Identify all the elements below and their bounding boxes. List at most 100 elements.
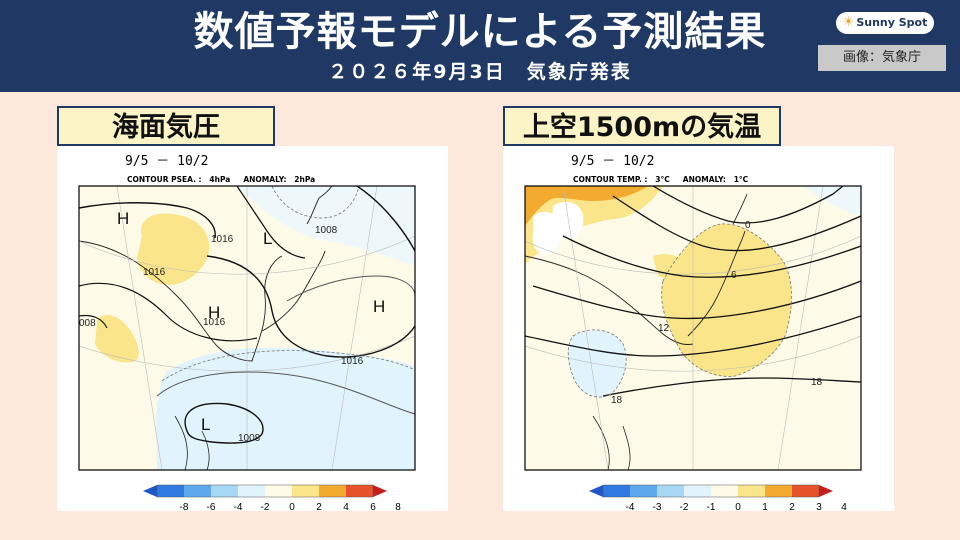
colorbar-tick: 3 — [816, 502, 822, 511]
isobar — [356, 186, 415, 252]
contour-info: CONTOUR PSEA. : 4hPa ANOMALY: 2hPa — [127, 175, 316, 184]
colorbar-tick: -6 — [207, 502, 216, 511]
forecast-period: 9/5 － 10/2 — [571, 154, 655, 169]
colorbar-tick: -1 — [707, 502, 716, 511]
colorbar-bin — [238, 485, 265, 497]
anomaly-contour — [161, 350, 415, 382]
isotherm-label: 18 — [811, 377, 823, 388]
colorbar-tick: 0 — [735, 502, 741, 511]
contour-label: 1008 — [238, 433, 261, 444]
colorbar-tick: 8 — [395, 502, 401, 511]
page-title: 数値予報モデルによる予測結果 — [193, 9, 767, 55]
missing-data-region — [552, 201, 584, 240]
map-panel-850-temp: 9/5 － 10/2 CONTOUR TEMP. : 3°C ANOMALY: … — [503, 146, 894, 511]
coastline-south — [174, 415, 210, 470]
colorbar-tick: -8 — [180, 502, 189, 511]
isotherm-0 — [612, 195, 861, 252]
colorbar-tick: 1 — [762, 502, 768, 511]
isobar-1008-low — [184, 402, 264, 444]
header-banner — [0, 0, 960, 92]
colorbar-bin — [792, 485, 819, 497]
coastline-japan — [687, 230, 746, 337]
coastline-japan — [261, 250, 326, 332]
colorbar-bin — [211, 485, 238, 497]
isotherm-label: 0 — [745, 220, 751, 231]
isobar-1016 — [206, 255, 415, 358]
page-subtitle: ２０２６年9月3日 気象庁発表 — [328, 61, 632, 83]
high-pressure-symbol: H — [117, 209, 129, 228]
colorbar-arrow-left — [589, 485, 603, 497]
colorbar-bin — [157, 485, 184, 497]
isobar — [236, 186, 306, 259]
map-frame — [78, 185, 416, 471]
contour-label: 1016 — [143, 267, 166, 278]
isobar — [79, 314, 108, 329]
brand-logo: ☀ Sunny Spot — [836, 12, 934, 34]
colorbar-bin — [711, 485, 738, 497]
isotherm — [525, 315, 861, 357]
colorbar-tick: 6 — [370, 502, 376, 511]
low-pressure-symbol: L — [263, 229, 272, 248]
longitude-line — [116, 186, 378, 470]
colorbar-bin — [630, 485, 657, 497]
colorbar-tick: -4 — [626, 502, 635, 511]
coastline-asia — [525, 255, 694, 345]
colorbar-tick: -3 — [653, 502, 662, 511]
isobar — [79, 202, 216, 239]
colorbar-tick: 2 — [789, 502, 795, 511]
colorbar-tick: -4 — [234, 502, 243, 511]
contour-label: 1016 — [341, 356, 364, 367]
anomaly-contour — [661, 223, 792, 377]
colorbar-tick: -2 — [261, 502, 270, 511]
logo-text: Sunny Spot — [856, 16, 928, 29]
colorbar-bin — [603, 485, 630, 497]
anomaly-negative-south — [156, 347, 415, 470]
colorbar-tick: 0 — [289, 502, 295, 511]
anomaly-positive-mongolia — [137, 213, 210, 285]
isotherm-label: 18 — [611, 395, 623, 406]
low-pressure-symbol: L — [201, 415, 210, 434]
contour-label: 008 — [79, 318, 96, 329]
contour-label: 1016 — [203, 317, 226, 328]
coastline-sakhalin — [306, 186, 333, 225]
isotherm-6 — [562, 235, 861, 278]
colorbar-bin — [657, 485, 684, 497]
isotherm-12 — [532, 280, 861, 320]
latitude-line — [79, 235, 415, 275]
colorbar-bin — [684, 485, 711, 497]
colorbar-bin — [265, 485, 292, 497]
map-panel-sea-pressure: 9/5 － 10/2 CONTOUR PSEA. : 4hPa ANOMALY:… — [57, 146, 448, 511]
isobar — [286, 275, 415, 302]
contour-info: CONTOUR TEMP. : 3°C ANOMALY: 1°C — [573, 175, 749, 184]
colorbar-tick: 2 — [316, 502, 322, 511]
colorbar-bin — [319, 485, 346, 497]
longitude-line — [562, 186, 824, 470]
isotherm-label: 12 — [658, 323, 670, 334]
panel-label-sea-pressure: 海面気圧 — [57, 106, 275, 146]
colorbar-bin — [765, 485, 792, 497]
colorbar-bin — [738, 485, 765, 497]
high-pressure-symbol: H — [208, 303, 220, 322]
anomaly-negative-north — [803, 186, 861, 216]
anomaly-contour — [271, 186, 360, 219]
contour-label: 1016 — [211, 234, 234, 245]
anomaly-contour — [567, 329, 627, 398]
sun-icon: ☀ — [842, 15, 855, 30]
colorbar-bin — [292, 485, 319, 497]
isobar — [156, 371, 415, 415]
latitude-line — [525, 235, 861, 275]
anomaly-negative-south — [568, 329, 627, 398]
contour-label: 1008 — [315, 225, 338, 236]
colorbar-tick: 4 — [343, 502, 349, 511]
high-pressure-symbol: H — [373, 297, 385, 316]
isotherm-label: 6 — [731, 270, 737, 281]
panel-label-850-temp: 上空1500mの気温 — [503, 106, 781, 146]
colorbar-arrow-left — [143, 485, 157, 497]
forecast-period: 9/5 － 10/2 — [125, 154, 209, 169]
colorbar-tick: -2 — [680, 502, 689, 511]
colorbar — [589, 484, 833, 498]
coastline-south — [592, 415, 631, 470]
colorbar — [143, 484, 387, 498]
anomaly-negative-northeast — [237, 186, 415, 266]
temperature-map: 0 6 12 18 18 -4 -3 -2 -1 0 1 2 — [524, 185, 862, 511]
